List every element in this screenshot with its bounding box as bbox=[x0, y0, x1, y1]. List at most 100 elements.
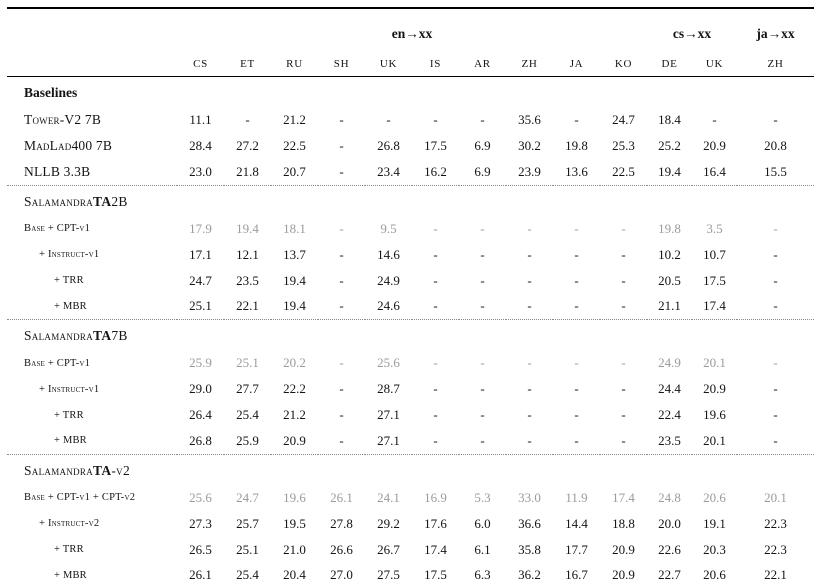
cell-value: - bbox=[245, 112, 250, 127]
column-group-header: en→xx bbox=[177, 7, 648, 43]
cell-value: 22.7 bbox=[647, 562, 693, 579]
cell-value: - bbox=[574, 407, 579, 422]
cell-value: 16.7 bbox=[553, 562, 600, 579]
row-label: + TRR bbox=[54, 275, 84, 286]
cell-value: 26.4 bbox=[189, 407, 212, 422]
section-header: SalamandraTA-v2 bbox=[7, 453, 815, 485]
row-label: + Instruct-v2 bbox=[39, 518, 100, 529]
cell-value: - bbox=[527, 246, 532, 262]
cell-value: 25.1 bbox=[236, 541, 259, 557]
cell-value: 26.8 bbox=[377, 138, 400, 153]
cell-value: 26.6 bbox=[330, 541, 353, 557]
cell-value: - bbox=[773, 298, 778, 314]
cell-value: 25.1 bbox=[189, 298, 212, 314]
cell-value: 20.1 bbox=[703, 355, 726, 370]
cell-value: 17.4 bbox=[703, 298, 726, 314]
cell-value: - bbox=[433, 432, 438, 448]
section-header-part: TA bbox=[93, 193, 112, 209]
column-header: UK bbox=[692, 43, 738, 77]
cell-value: - bbox=[712, 112, 717, 127]
cell-value: 33.0 bbox=[518, 489, 541, 505]
cell-value: 22.5 bbox=[612, 163, 635, 179]
cell-value: 29.2 bbox=[377, 515, 400, 531]
cell-value: 20.7 bbox=[283, 163, 306, 179]
cell-value: 22.1 bbox=[737, 562, 815, 579]
cell-value: 26.5 bbox=[189, 541, 212, 557]
table-row: Base + CPT-v1 + CPT-v2 25.6 24.7 19.6 26.1 24… bbox=[7, 485, 814, 511]
cell-value: 21.1 bbox=[658, 298, 681, 314]
section-header-row: Baselines bbox=[7, 77, 814, 108]
cell-value: 27.5 bbox=[365, 562, 412, 579]
results-table: en→xx cs→xx ja→xx CS ET RU SH UK IS AR ZH JA KO DE UK Z… bbox=[7, 7, 815, 579]
cell-value: 23.5 bbox=[236, 272, 259, 288]
cell-value: - bbox=[339, 112, 344, 127]
cell-value: 20.5 bbox=[658, 272, 681, 288]
section-header-part: 7B bbox=[111, 328, 128, 343]
cell-value: 26.8 bbox=[189, 432, 212, 448]
cell-value: - bbox=[339, 298, 344, 314]
cell-value: 20.9 bbox=[283, 432, 306, 448]
cell-value: 6.9 bbox=[474, 163, 491, 179]
row-label: + MBR bbox=[54, 300, 87, 312]
cell-value: 27.1 bbox=[377, 407, 400, 422]
cell-value: - bbox=[574, 298, 579, 314]
cell-value: 22.4 bbox=[658, 407, 681, 422]
cell-value: - bbox=[527, 272, 532, 288]
cell-value: - bbox=[433, 355, 438, 370]
cell-value: 17.5 bbox=[424, 138, 447, 153]
cell-value: 20.9 bbox=[703, 138, 726, 153]
corner-spacer bbox=[7, 7, 177, 43]
cell-value: 24.6 bbox=[377, 298, 400, 314]
table-row: + TRR 26.4 25.4 21.2 - 27.1 - - - - - 22.4 19.6 - bbox=[7, 402, 814, 428]
cell-value: - bbox=[574, 220, 579, 236]
column-headers-row: CS ET RU SH UK IS AR ZH JA KO DE UK ZH bbox=[7, 43, 815, 77]
cell-value: 27.8 bbox=[330, 515, 353, 531]
corner-spacer bbox=[7, 43, 177, 77]
column-header: KO bbox=[600, 43, 648, 77]
table-row: Tower-V2 7B 11.1 - 21.2 - - - - 35.6 - 24.7 18.4 - - bbox=[7, 107, 814, 133]
cell-value: 28.7 bbox=[377, 381, 400, 396]
cell-value: 24.9 bbox=[377, 272, 400, 288]
cell-value: - bbox=[621, 220, 626, 236]
row-label: + Instruct-v1 bbox=[39, 383, 100, 395]
cell-value: - bbox=[480, 220, 485, 236]
column-header: SH bbox=[318, 43, 365, 77]
cell-value: - bbox=[621, 407, 626, 422]
cell-value: 22.6 bbox=[658, 541, 681, 557]
column-group-header: ja→xx bbox=[737, 7, 815, 43]
cell-value: 16.4 bbox=[703, 163, 726, 179]
cell-value: 25.2 bbox=[658, 138, 681, 153]
column-header: UK bbox=[365, 43, 412, 77]
cell-value: - bbox=[433, 407, 438, 422]
cell-value: 25.6 bbox=[377, 355, 400, 370]
cell-value: - bbox=[621, 432, 626, 448]
column-header: AR bbox=[459, 43, 506, 77]
cell-value: - bbox=[773, 112, 778, 127]
cell-value: 20.9 bbox=[600, 562, 648, 579]
section-header-part: -v2 bbox=[111, 462, 131, 478]
cell-value: 6.3 bbox=[459, 562, 506, 579]
cell-value: 27.0 bbox=[318, 562, 365, 579]
cell-value: 18.1 bbox=[283, 220, 306, 236]
cell-value: 13.6 bbox=[565, 163, 588, 179]
cell-value: 30.2 bbox=[518, 138, 541, 153]
table-row: Base + CPT-v1 25.9 25.1 20.2 - 25.6 - - - - - 24.9 2… bbox=[7, 350, 814, 376]
cell-value: 20.6 bbox=[692, 562, 738, 579]
cell-value: 24.8 bbox=[658, 489, 681, 505]
cell-value: - bbox=[621, 246, 626, 262]
table-row: + MBR 26.1 25.4 20.4 27.0 27.5 17.5 6.3 36.2 16.7… bbox=[7, 562, 815, 579]
cell-value: 23.4 bbox=[377, 163, 400, 179]
cell-value: 24.7 bbox=[612, 112, 635, 127]
row-label: Base + CPT-v1 + CPT-v2 bbox=[24, 492, 136, 503]
cell-value: 27.7 bbox=[236, 381, 259, 396]
table-row: Base + CPT-v1 17.9 19.4 18.1 - 9.5 - - - - - 19.8 3.… bbox=[7, 216, 814, 242]
cell-value: - bbox=[773, 432, 778, 448]
cell-value: 25.1 bbox=[236, 355, 259, 370]
cell-value: 5.3 bbox=[474, 489, 491, 505]
cell-value: 10.2 bbox=[658, 246, 681, 262]
cell-value: 27.3 bbox=[189, 515, 212, 531]
table-row: + MBR 25.1 22.1 19.4 - 24.6 - - - - - 21.1 17.4 - bbox=[7, 294, 814, 320]
cell-value: - bbox=[621, 272, 626, 288]
cell-value: 3.5 bbox=[706, 220, 723, 236]
